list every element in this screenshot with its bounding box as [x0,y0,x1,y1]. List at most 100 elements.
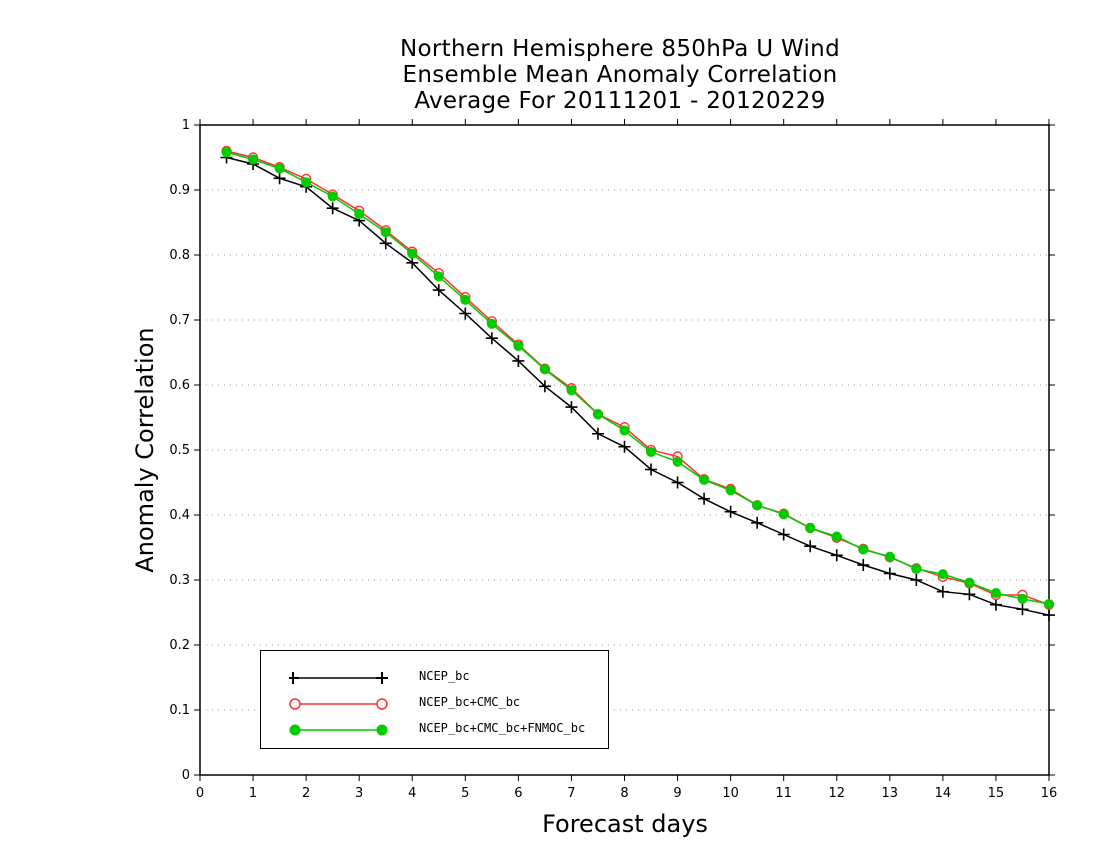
data-point [432,284,445,297]
y-tick-label: 0.1 [169,703,190,718]
legend-swatch-fnmoc [289,724,388,736]
series-1 [221,145,1055,610]
x-axis-label: Forecast days [542,810,708,838]
data-point [460,294,471,305]
data-point [1043,609,1055,622]
data-point [327,191,338,202]
data-point [301,177,312,188]
series-0 [220,151,1055,622]
legend-label-cmc: NCEP_bc+CMC_bc [419,695,521,709]
x-tick-label: 9 [673,786,681,801]
data-point [486,318,497,329]
data-point [380,227,391,238]
data-point [672,456,683,467]
data-point [751,516,764,529]
y-tick-label: 0.5 [169,443,190,458]
x-tick-label: 16 [1041,786,1058,801]
legend-label-fnmoc: NCEP_bc+CMC_bc+FNMOC_bc [419,721,586,735]
data-point [964,577,975,588]
x-tick-label: 13 [882,786,899,801]
data-point [459,307,472,320]
legend-item-cmc: NCEP_bc+CMC_bc [261,691,608,717]
chart-title-line-3: Average For 20111201 - 20120229 [414,88,826,114]
data-point [937,569,948,580]
data-point [406,256,419,269]
data-point [963,588,976,601]
data-point [671,476,684,489]
data-point [592,409,603,420]
data-point [619,425,630,436]
y-tick-label: 1 [182,118,190,133]
data-point [538,380,551,393]
data-point [273,172,286,185]
y-tick-label: 0.6 [169,378,190,393]
series-line [226,156,1050,616]
x-tick-label: 4 [408,786,416,801]
y-tick-label: 0.7 [169,313,190,328]
x-tick-label: 15 [988,786,1005,801]
x-tick-label: 6 [514,786,522,801]
data-point [1044,599,1054,610]
data-point [274,163,285,174]
legend-label-ncep: NCEP_bc [419,669,470,683]
data-point [884,551,895,562]
data-point [326,202,339,215]
data-point [645,463,658,476]
data-point [354,209,365,220]
data-point [805,523,816,533]
chart-title-line-2: Ensemble Mean Anomaly Correlation [402,62,838,88]
x-tick-label: 2 [302,786,310,801]
x-tick-label: 3 [355,786,363,801]
y-tick-label: 0.4 [169,508,190,523]
data-point [565,401,578,414]
y-tick-label: 0.9 [169,183,190,198]
data-point [831,531,842,542]
data-point [698,492,711,505]
data-point [883,567,896,580]
data-point [752,500,763,511]
axis-ticks: 00.10.20.30.40.50.60.70.80.910 1 2 3 4 5 6 7 8 9 1… [169,118,1057,801]
data-point [485,332,498,345]
data-point [512,354,525,367]
x-tick-label: 10 [722,786,739,801]
data-point [910,574,923,586]
series-line [226,150,1050,606]
x-tick-label: 11 [775,786,792,801]
data-point [221,147,232,158]
data-point [804,540,817,553]
x-tick-label: 5 [461,786,469,801]
data-point [513,341,524,351]
data-point [539,364,550,375]
x-tick-label: 12 [828,786,845,801]
y-tick-label: 0.8 [169,248,190,263]
data-point [778,509,789,520]
data-point [911,563,922,574]
chart-title-line-1: Northern Hemisphere 850hPa U Wind [400,36,840,62]
data-point [777,528,790,541]
data-point [858,544,869,555]
data-point [1016,603,1029,616]
y-tick-label: 0.3 [169,573,190,588]
data-point [407,248,418,259]
legend-swatch-ncep [289,672,388,684]
x-tick-label: 0 [196,786,204,801]
x-tick-label: 1 [249,786,257,801]
data-point [566,385,577,396]
data-point [379,237,392,250]
data-point [646,446,657,457]
x-tick-label: 14 [935,786,952,801]
legend-item-fnmoc: NCEP_bc+CMC_bc+FNMOC_bc [261,717,608,743]
x-tick-label: 7 [567,786,575,801]
data-point [989,598,1002,611]
data-point [433,271,444,282]
y-tick-label: 0 [182,768,190,783]
data-point [618,440,631,453]
y-axis-label: Anomaly Correlation [131,327,159,573]
data-point [725,485,736,496]
series-line [226,151,1050,605]
legend-item-ncep: NCEP_bc [261,665,608,691]
y-tick-label: 0.2 [169,638,190,653]
data-point [248,154,259,165]
legend-swatch-cmc [289,698,388,710]
